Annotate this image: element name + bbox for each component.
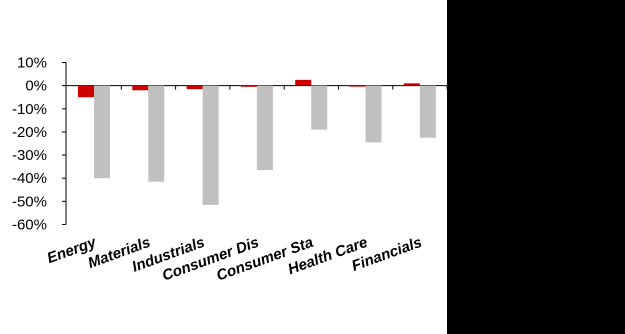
- occluding-panel: [447, 0, 625, 334]
- bar: [240, 85, 257, 87]
- bar: [94, 85, 110, 179]
- bar: [311, 85, 328, 130]
- y-tick-label: -10%: [12, 101, 47, 118]
- y-tick-label: -40%: [12, 170, 47, 187]
- bar: [148, 85, 165, 182]
- bar: [256, 85, 273, 171]
- bar: [419, 85, 436, 138]
- bars: [78, 79, 436, 205]
- y-tick-label: -50%: [12, 193, 47, 210]
- bar: [295, 79, 312, 86]
- y-tick-label: -20%: [12, 124, 47, 141]
- y-tick-label: 10%: [17, 55, 47, 72]
- y-tick-label: -30%: [12, 147, 47, 164]
- bar: [403, 83, 420, 86]
- bar: [186, 85, 203, 90]
- bar: [202, 85, 219, 205]
- y-tick-label: 0%: [25, 78, 47, 95]
- bar: [349, 85, 366, 87]
- bar: [365, 85, 382, 143]
- bar: [132, 85, 149, 91]
- y-tick-labels: 10% 0% -10% -20% -30% -40% -50% -60%: [12, 55, 47, 234]
- bar: [78, 85, 94, 98]
- y-tick-label: -60%: [12, 217, 47, 234]
